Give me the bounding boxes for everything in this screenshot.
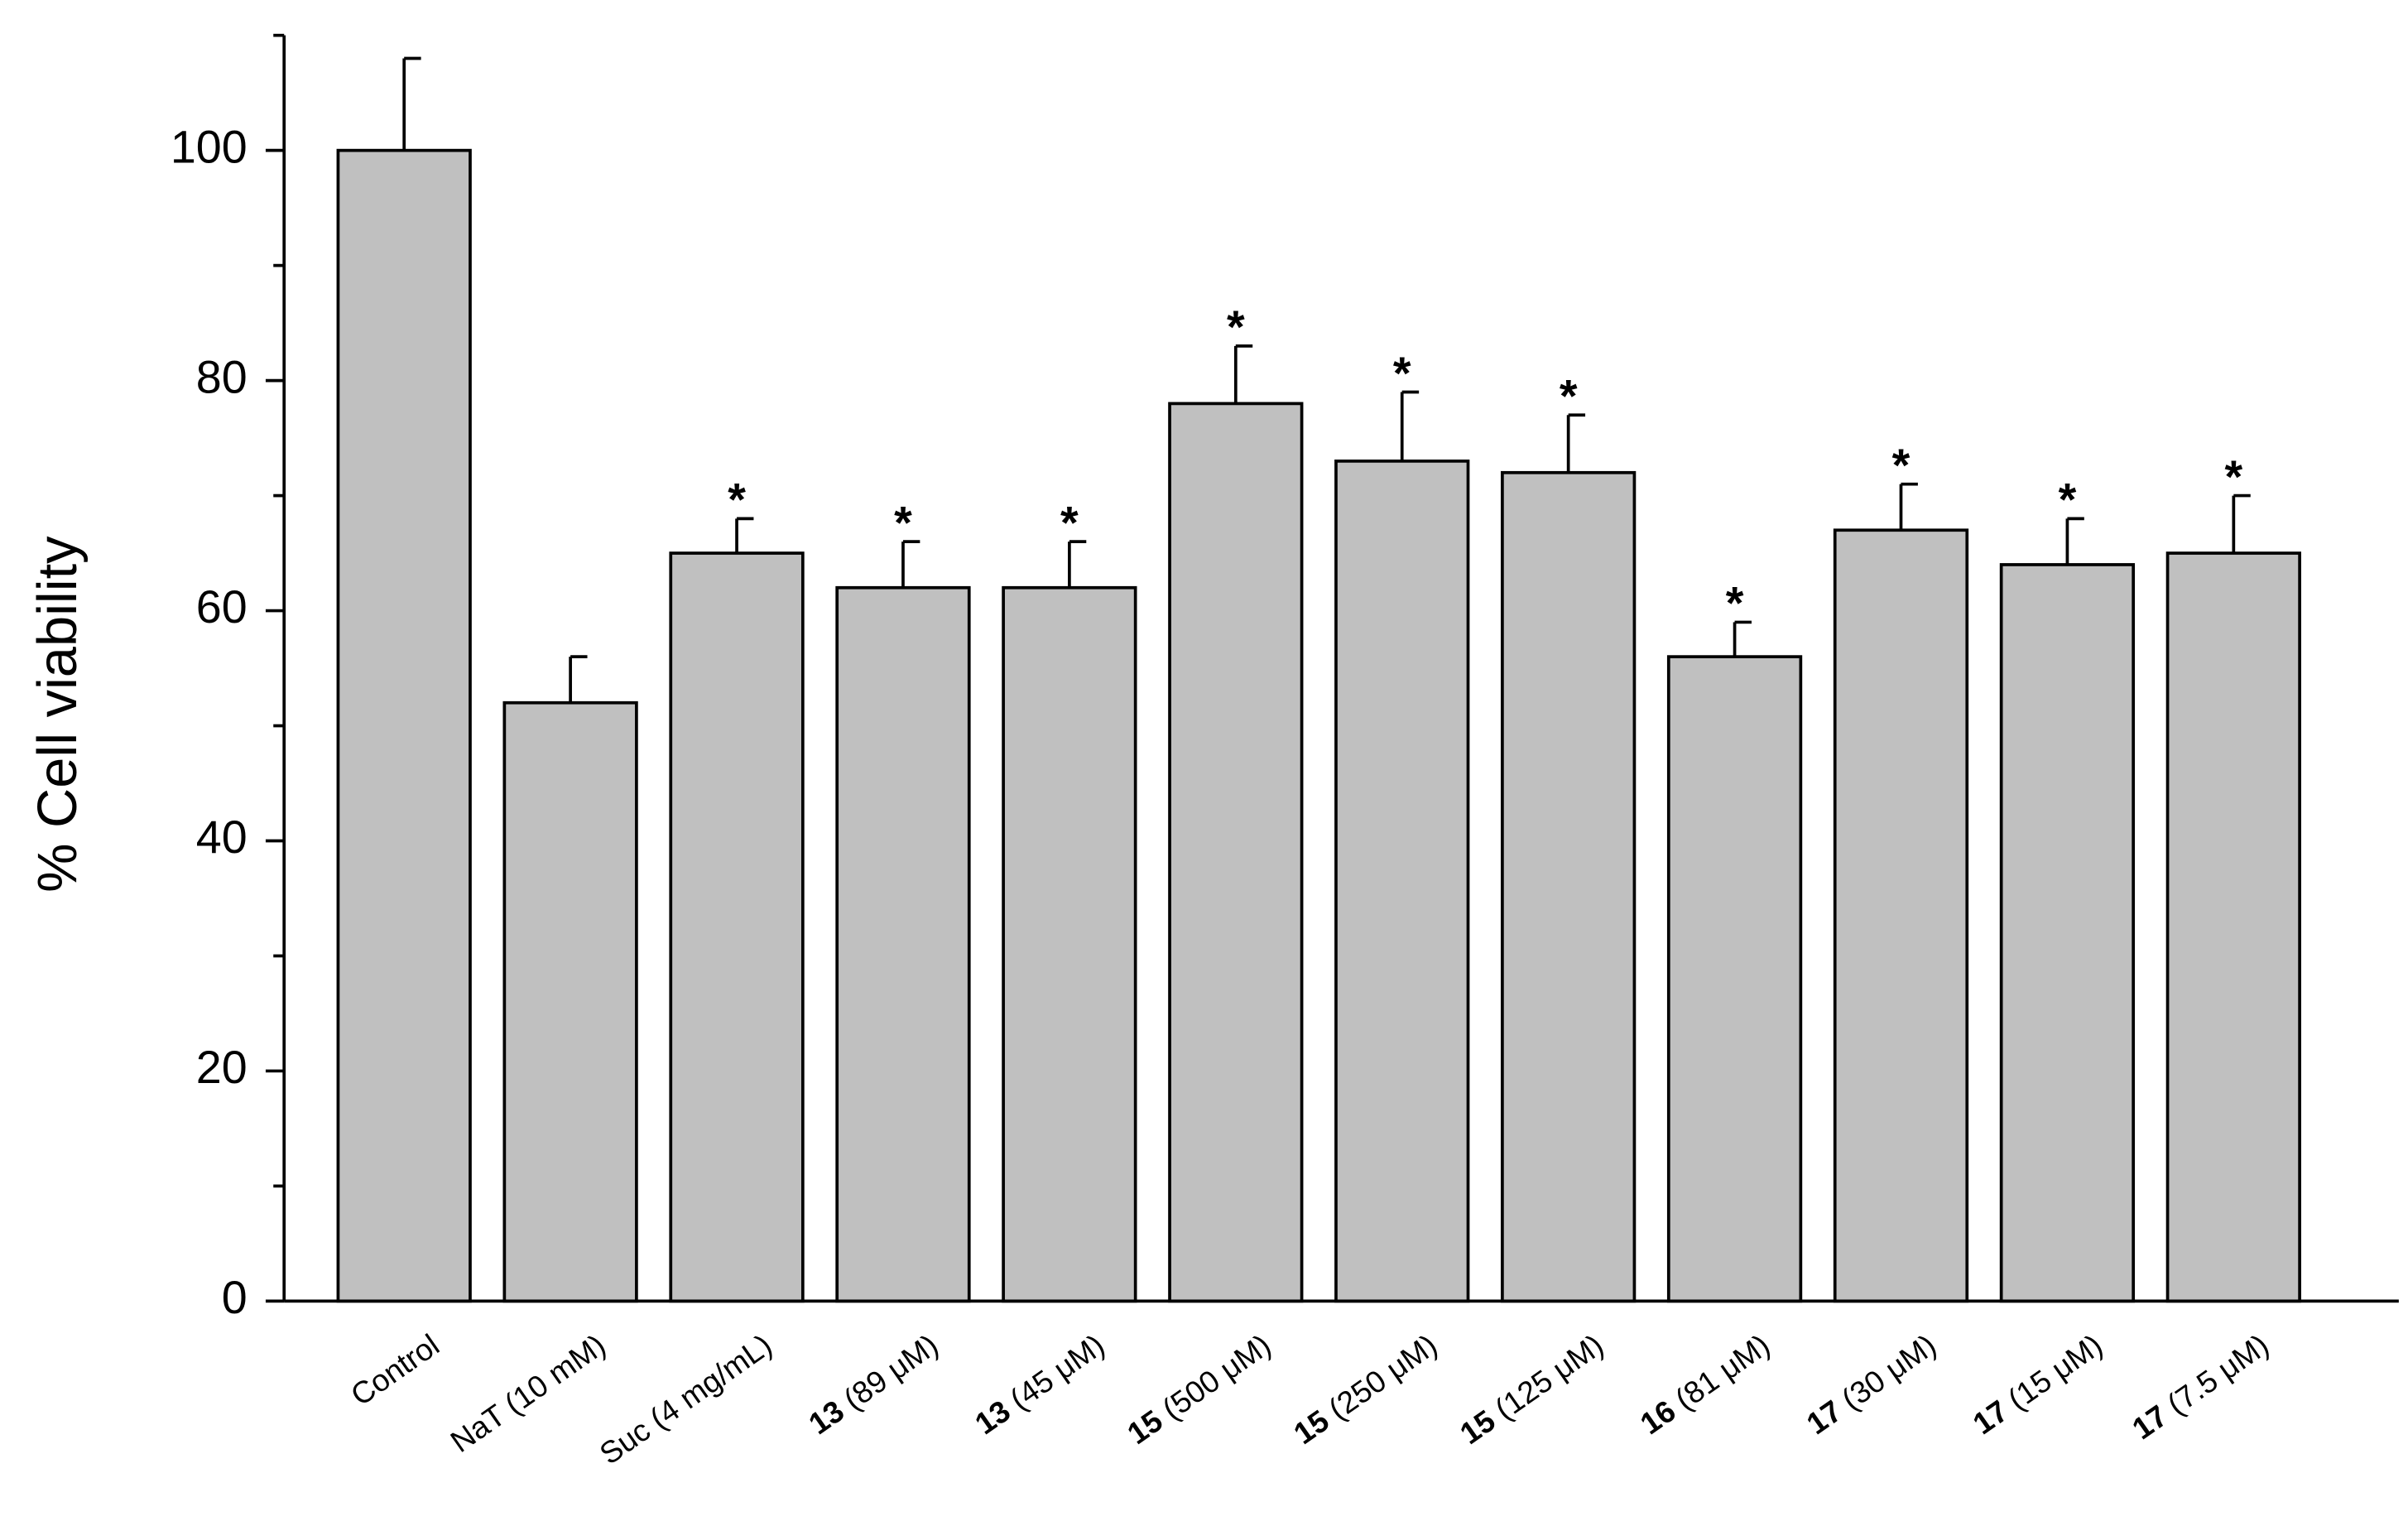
bar — [336, 148, 472, 1303]
significance-marker: * — [1227, 301, 1245, 353]
bar — [1501, 470, 1637, 1303]
y-tick-label: 20 — [196, 1042, 248, 1093]
x-tick-label: 15 (125 μM) — [1454, 1327, 1610, 1451]
significance-marker: * — [1560, 371, 1578, 422]
bar — [835, 585, 971, 1303]
error-bar — [1233, 344, 1253, 404]
bar — [1002, 585, 1137, 1303]
x-tick-label: 13 (89 μM) — [802, 1327, 944, 1442]
x-tick-label: Control — [344, 1327, 445, 1413]
significance-marker: * — [1892, 440, 1911, 491]
bar — [502, 700, 638, 1303]
x-tick-label-part: (81 μM) — [1662, 1327, 1776, 1422]
error-bar — [2065, 517, 2084, 565]
x-tick-label-part: (7.5 μM) — [2154, 1327, 2275, 1427]
error-bar — [1400, 390, 1420, 461]
x-tick-label-part: Suc (4 mg/mL) — [594, 1327, 778, 1471]
x-tick-label-part: NaT (10 mM) — [445, 1327, 612, 1459]
x-tick-label-part: (30 μM) — [1829, 1327, 1943, 1422]
x-tick-label-part: (89 μM) — [830, 1327, 944, 1422]
error-bar — [1566, 413, 1586, 473]
error-bar — [569, 655, 588, 703]
error-bar — [1068, 540, 1087, 588]
significance-marker: * — [1393, 348, 1411, 399]
y-tick-label: 60 — [196, 581, 248, 633]
x-tick-label: 17 (30 μM) — [1800, 1327, 1943, 1442]
x-tick-label: 17 (7.5 μM) — [2126, 1327, 2275, 1447]
x-tick-label-part: (250 μM) — [1315, 1327, 1444, 1432]
bar — [1168, 402, 1304, 1303]
x-tick-label-part: Control — [344, 1327, 445, 1413]
significance-marker: * — [1726, 578, 1744, 629]
bar — [1334, 460, 1470, 1303]
bar — [669, 551, 805, 1303]
significance-marker: * — [728, 474, 746, 526]
bar — [2165, 551, 2301, 1303]
x-tick-label: NaT (10 mM) — [445, 1327, 612, 1459]
y-tick-label: 0 — [222, 1272, 248, 1323]
x-tick-label: 13 (45 μM) — [968, 1327, 1111, 1442]
error-bar — [901, 540, 920, 588]
x-tick-label-part: (500 μM) — [1149, 1327, 1277, 1432]
y-axis-label: % Cell viability — [27, 536, 89, 893]
error-bar — [1733, 620, 1752, 657]
bar — [1666, 655, 1803, 1303]
y-tick-label: 80 — [196, 351, 248, 402]
bar — [1833, 528, 1969, 1303]
significance-marker: * — [894, 497, 912, 548]
significance-marker: * — [1060, 497, 1079, 548]
x-tick-label: 15 (250 μM) — [1287, 1327, 1444, 1451]
x-tick-label-part: (45 μM) — [997, 1327, 1111, 1422]
x-tick-label: Suc (4 mg/mL) — [594, 1327, 778, 1471]
error-bar — [1899, 482, 1918, 531]
error-bar — [735, 517, 754, 554]
y-tick-label: 100 — [171, 121, 248, 172]
error-bar — [402, 56, 421, 151]
x-tick-label-part: (15 μM) — [1994, 1327, 2108, 1422]
significance-marker: * — [2059, 474, 2077, 526]
significance-marker: * — [2225, 451, 2243, 503]
x-tick-label-part: (125 μM) — [1482, 1327, 1610, 1432]
x-tick-label: 17 (15 μM) — [1967, 1327, 2109, 1442]
y-tick-label: 40 — [196, 811, 248, 863]
error-bar — [2232, 493, 2251, 554]
x-tick-label: 16 (81 μM) — [1634, 1327, 1776, 1442]
x-tick-label: 15 (500 μM) — [1121, 1327, 1277, 1451]
bar — [1999, 563, 2136, 1303]
